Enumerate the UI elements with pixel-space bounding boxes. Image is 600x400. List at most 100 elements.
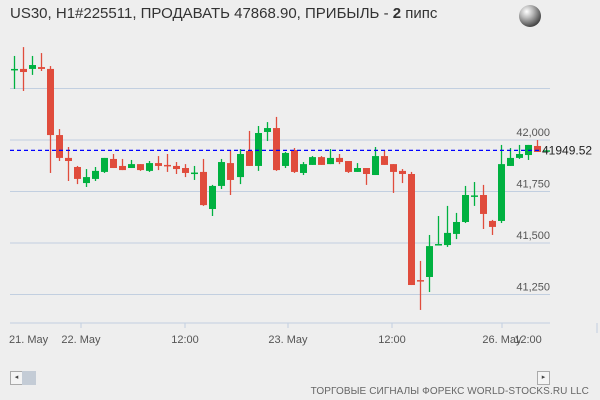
- profit-value: 2: [392, 5, 402, 22]
- candle-body: [300, 164, 307, 173]
- candle: [264, 122, 271, 142]
- candle-body: [209, 185, 216, 210]
- globe-icon[interactable]: [519, 5, 541, 27]
- candle: [453, 212, 460, 240]
- candle-body: [255, 132, 262, 166]
- candle: [327, 149, 334, 165]
- candle-body: [74, 166, 81, 179]
- candle-body: [164, 164, 171, 167]
- candle: [83, 169, 90, 187]
- scrollbar-thumb[interactable]: [22, 371, 36, 385]
- candle: [390, 164, 397, 193]
- candle: [462, 185, 469, 224]
- candle: [209, 184, 216, 217]
- candle: [309, 156, 316, 165]
- candle: [218, 158, 225, 190]
- x-tick-label: 12:00: [171, 334, 199, 346]
- candle-body: [83, 177, 90, 184]
- x-tick-label: 12:00: [378, 334, 406, 346]
- x-tick-label: 12:00: [514, 334, 542, 346]
- candle-body: [137, 164, 144, 171]
- current-price-label: 41949.52: [542, 143, 592, 157]
- candle: [399, 169, 406, 184]
- candle: [246, 130, 253, 166]
- candle: [471, 182, 478, 206]
- candle: [489, 219, 496, 235]
- candle-body: [92, 170, 99, 179]
- scroll-right-button[interactable]: ▸: [537, 371, 550, 385]
- candle: [146, 161, 153, 172]
- candle: [336, 154, 343, 165]
- y-tick-label: 42,000: [516, 127, 550, 139]
- candle: [110, 154, 117, 169]
- candle-body: [182, 168, 189, 173]
- candle-body: [336, 157, 343, 163]
- candle-body: [155, 163, 162, 166]
- candle-body: [20, 68, 27, 73]
- candle-body: [227, 163, 234, 180]
- candle: [200, 158, 207, 206]
- candle-body: [498, 164, 505, 221]
- candle-body: [507, 157, 514, 166]
- profit-unit: пипс: [401, 5, 438, 22]
- candle-body: [417, 280, 424, 282]
- candle: [381, 150, 388, 165]
- candle: [255, 125, 262, 171]
- candle: [155, 156, 162, 171]
- candle-body: [56, 135, 63, 158]
- footer-credit: ТОРГОВЫЕ СИГНАЛЫ ФОРЕКС WORLD-STOCKS.RU …: [310, 386, 589, 397]
- candle: [435, 216, 442, 246]
- candle-body: [444, 232, 451, 246]
- candle-body: [29, 65, 36, 69]
- candle-body: [291, 150, 298, 172]
- candle: [543, 149, 550, 152]
- candle-body: [146, 163, 153, 171]
- candle: [516, 144, 523, 159]
- candle-body: [345, 161, 352, 172]
- candle: [182, 164, 189, 178]
- candle: [363, 168, 370, 185]
- candle-body: [318, 157, 325, 165]
- candle: [92, 166, 99, 181]
- x-tick-label: 22. May: [61, 334, 101, 346]
- candle-body: [264, 128, 271, 132]
- candle: [237, 149, 244, 185]
- candle: [345, 161, 352, 173]
- candle-body: [489, 220, 496, 227]
- candle-body: [363, 168, 370, 174]
- candle-body: [200, 171, 207, 206]
- candle: [56, 129, 63, 162]
- candle-body: [516, 154, 523, 158]
- candle: [164, 154, 171, 172]
- candle: [173, 162, 180, 174]
- x-tick-label: 26. May: [482, 334, 522, 346]
- y-tick-label: 41,750: [516, 179, 550, 191]
- candle-body: [462, 195, 469, 222]
- candle-body: [65, 157, 72, 162]
- candle-body: [426, 246, 433, 277]
- candle-body: [381, 156, 388, 165]
- candle-body: [237, 154, 244, 178]
- candle-body: [11, 68, 18, 71]
- candle: [74, 165, 81, 185]
- title-prefix: US30, H1#225511, ПРОДАВАТЬ 47868.90, ПРИ…: [10, 5, 393, 22]
- y-tick-label: 41,500: [516, 230, 550, 242]
- candle: [29, 55, 36, 75]
- candle: [20, 47, 27, 91]
- candle-body: [408, 173, 415, 286]
- candle-body: [128, 164, 135, 169]
- candle-body: [38, 67, 45, 69]
- candle-body: [218, 162, 225, 186]
- candle: [354, 163, 361, 172]
- candle: [525, 144, 532, 160]
- candle: [282, 151, 289, 169]
- candle-body: [354, 168, 361, 172]
- candle-body: [390, 164, 397, 172]
- candle: [227, 150, 234, 196]
- y-tick-label: 41,250: [516, 282, 550, 294]
- candle-body: [246, 150, 253, 166]
- candle: [119, 158, 126, 171]
- candle: [38, 53, 45, 71]
- candle-body: [47, 68, 54, 136]
